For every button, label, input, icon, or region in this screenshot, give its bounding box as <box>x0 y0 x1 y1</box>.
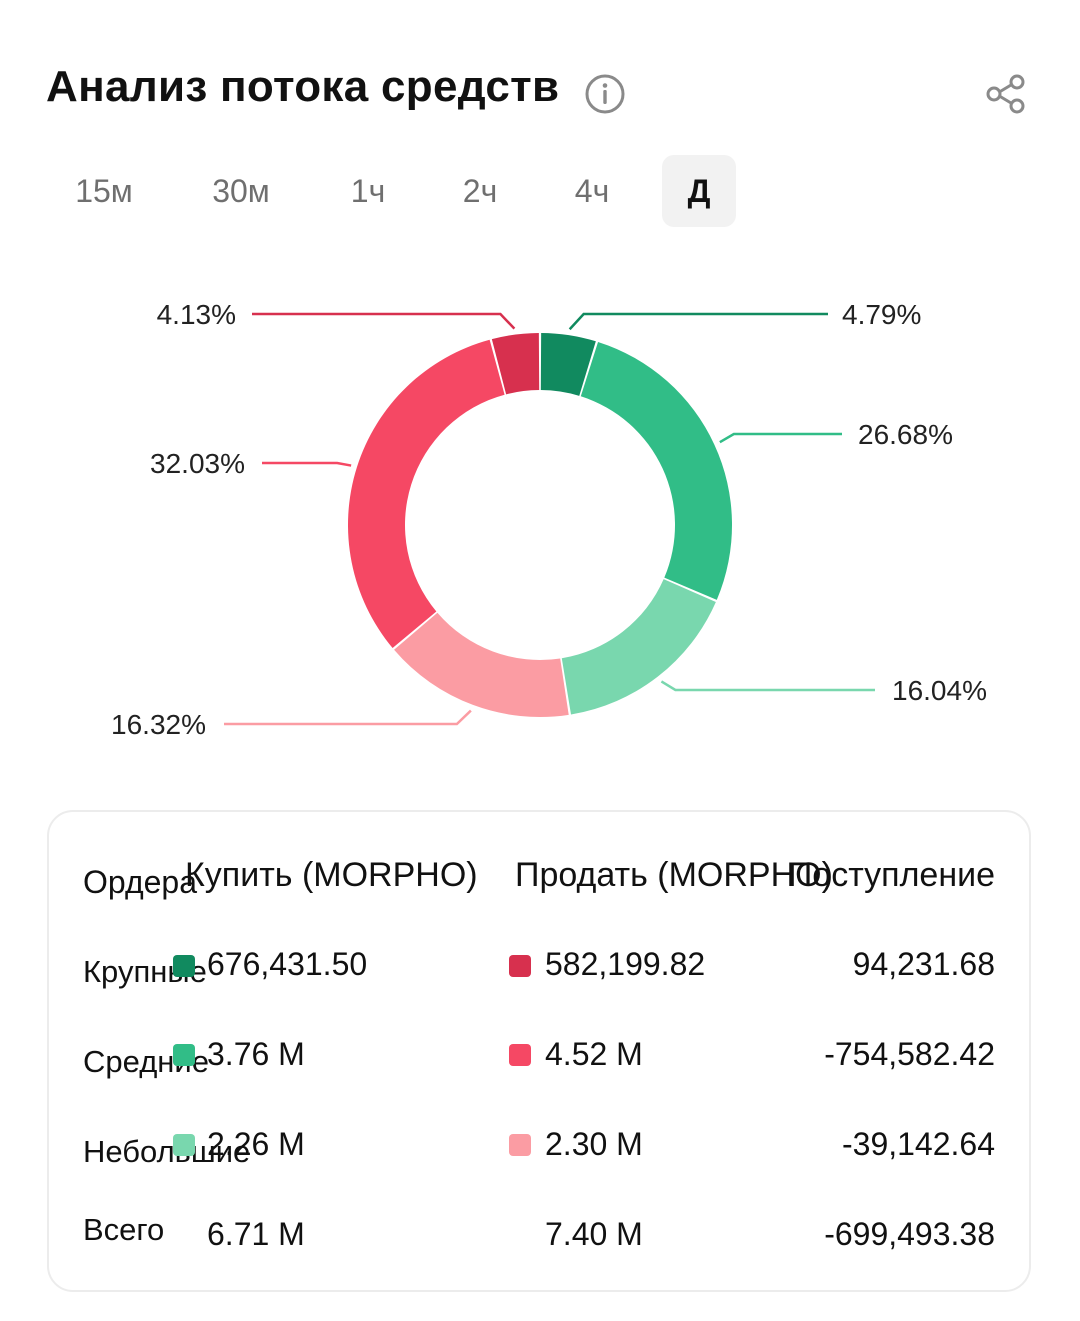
leader-line <box>660 680 875 692</box>
page-title: Анализ потока средств <box>46 62 560 111</box>
inflow-large-value: 94,231.68 <box>852 946 995 982</box>
slice-percent-label: 16.32% <box>111 709 206 740</box>
leader-line <box>252 312 516 330</box>
inflow-small-value: -39,142.64 <box>841 1126 995 1162</box>
slice-percent-label: 4.79% <box>842 299 921 330</box>
donut-svg: 4.79% 26.68% 16.04% 16.32% 32.03% 4.13% <box>111 299 987 740</box>
slice-buy-large[interactable] <box>540 333 596 396</box>
slice-percent-label: 4.13% <box>157 299 236 330</box>
header-orders: Ордера <box>83 864 198 900</box>
sell-small-value: 2.30 M <box>545 1126 643 1162</box>
tab-4h[interactable]: 4ч <box>574 173 610 209</box>
leader-line <box>568 312 828 331</box>
slice-buy-small[interactable] <box>561 579 716 715</box>
buy-large-value: 676,431.50 <box>207 946 368 982</box>
buy-medium-swatch <box>173 1044 195 1066</box>
tab-2h[interactable]: 2ч <box>462 173 498 209</box>
inflow-medium-value: -754,582.42 <box>824 1036 995 1072</box>
tab-1h[interactable]: 1ч <box>350 173 386 209</box>
timeframe-tabs: 15м 30м 1ч 2ч 4ч Д <box>0 155 1080 227</box>
tab-15m[interactable]: 15м <box>75 173 133 209</box>
row-label-total: Всего <box>83 1212 165 1247</box>
buy-small-swatch <box>173 1134 195 1156</box>
sell-medium-value: 4.52 M <box>545 1036 643 1072</box>
sell-medium-swatch <box>509 1044 531 1066</box>
header-inflow: Поступление <box>787 856 995 894</box>
tab-30m[interactable]: 30м <box>212 173 270 209</box>
buy-large-swatch <box>173 955 195 977</box>
buy-medium-value: 3.76 M <box>207 1036 305 1072</box>
row-label-small: Небольшие <box>83 1134 251 1169</box>
sell-large-value: 582,199.82 <box>545 946 706 982</box>
sell-large-swatch <box>509 955 531 977</box>
header-buy: Купить (MORPHO) <box>185 856 478 894</box>
slice-percent-label: 16.04% <box>892 675 987 706</box>
buy-total-value: 6.71 M <box>207 1216 305 1252</box>
slice-buy-medium[interactable] <box>580 341 732 600</box>
leader-line <box>262 461 352 467</box>
fund-flow-donut-chart: 4.79% 26.68% 16.04% 16.32% 32.03% 4.13% <box>0 240 1080 800</box>
sell-total-value: 7.40 M <box>545 1216 643 1252</box>
inflow-total-value: -699,493.38 <box>824 1216 995 1252</box>
slice-percent-label: 26.68% <box>858 419 953 450</box>
slice-sell-medium[interactable] <box>347 339 505 649</box>
leader-line <box>224 709 472 726</box>
slice-sell-small[interactable] <box>394 612 569 717</box>
tab-day[interactable]: Д <box>662 155 736 227</box>
header-sell: Продать (MORPHO) <box>515 856 833 894</box>
orders-table-card: Ордера Купить (MORPHO) Продать (MORPHO) … <box>47 810 1031 1292</box>
sell-small-swatch <box>509 1134 531 1156</box>
info-icon[interactable] <box>584 73 626 115</box>
share-icon[interactable] <box>984 72 1028 116</box>
leader-line <box>719 432 842 444</box>
slice-percent-label: 32.03% <box>150 448 245 479</box>
slice-sell-large[interactable] <box>491 333 540 395</box>
buy-small-value: 2.26 M <box>207 1126 305 1162</box>
